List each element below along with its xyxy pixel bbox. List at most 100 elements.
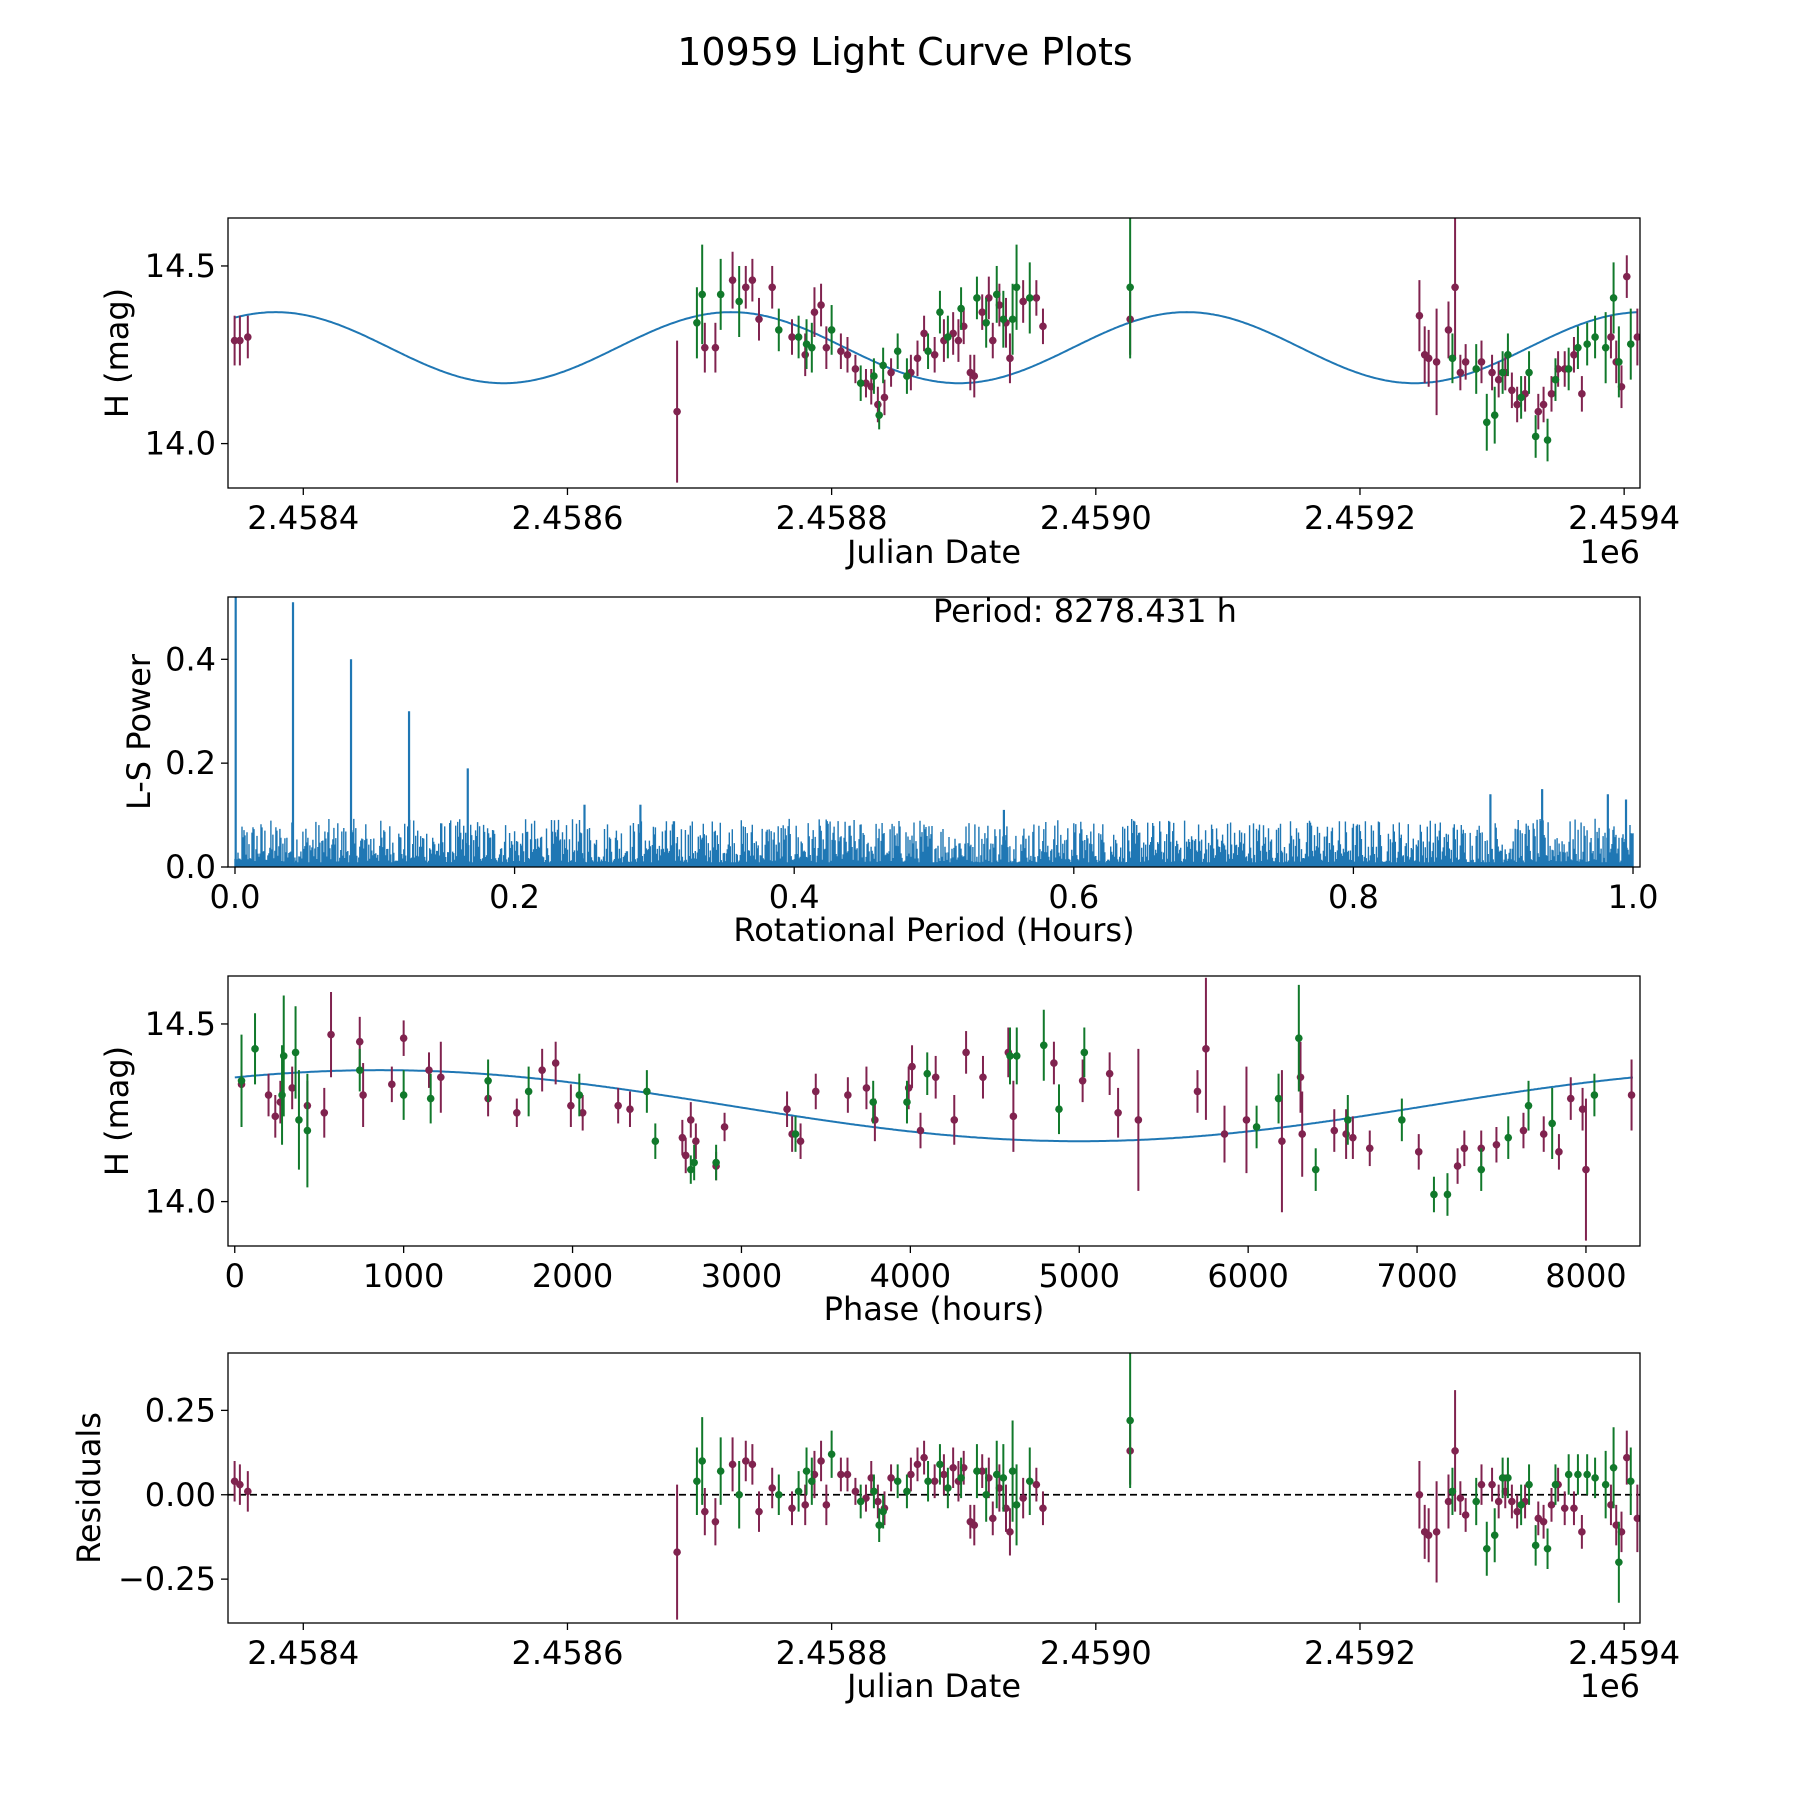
lightcurve-red-point: [1456, 368, 1465, 377]
periodogram-xlabel: Rotational Period (Hours): [733, 911, 1134, 949]
lightcurve-green-point: [1591, 333, 1599, 341]
lightcurve-green-point: [1472, 365, 1481, 373]
lightcurve-frame: [227, 217, 1641, 489]
periodogram-power-spectrum: [234, 818, 1634, 867]
phased-green-point: [1295, 1034, 1303, 1042]
residuals-green-point: [973, 1467, 981, 1475]
residuals-red-point: [837, 1470, 845, 1479]
residuals-red-point: [748, 1460, 757, 1469]
residuals-red-point: [1432, 1528, 1441, 1536]
lightcurve-green-point: [794, 333, 803, 341]
phased-red-point: [916, 1126, 925, 1135]
phased-red-point: [796, 1137, 805, 1145]
residuals-green-point: [903, 1487, 911, 1496]
residuals-red-point: [1019, 1494, 1027, 1502]
residuals-red-point: [1006, 1528, 1014, 1536]
phased-red-point: [327, 1030, 335, 1039]
lightcurve-green-point: [716, 290, 725, 299]
lightcurve-green-point: [875, 411, 883, 419]
phased-red-point: [862, 1084, 871, 1092]
phased-green-point: [1055, 1105, 1063, 1114]
lightcurve-green-point: [1012, 283, 1021, 292]
phased-red-point: [1050, 1059, 1058, 1067]
phased-green-point: [1430, 1190, 1438, 1199]
residuals-green-point: [1543, 1544, 1552, 1553]
lightcurve-green-point: [944, 333, 952, 341]
lightcurve-green-point: [957, 304, 965, 313]
phased-red-point: [962, 1048, 970, 1057]
lightcurve-red-point: [1461, 358, 1470, 366]
lightcurve-red-point: [1534, 407, 1543, 416]
lightcurve-red-point: [1607, 333, 1615, 341]
lightcurve-red-point: [1032, 294, 1041, 302]
lightcurve-green-point: [1564, 365, 1573, 373]
lightcurve-green-point: [1609, 294, 1618, 302]
phased-xtick-label: 1000: [363, 1257, 444, 1295]
phased-red-point: [686, 1116, 695, 1124]
lightcurve-red-point: [1578, 390, 1586, 398]
lightcurve-red-point: [874, 400, 882, 409]
lightcurve-red-point: [920, 329, 928, 338]
lightcurve-green-point: [1025, 294, 1034, 302]
phased-green-point: [1012, 1052, 1021, 1060]
lightcurve-red-point: [817, 301, 825, 309]
lightcurve-red-point: [1539, 400, 1548, 409]
phased-green-point: [903, 1098, 911, 1106]
panel-phased: 0 1000 2000 3000 4000 5000 6000 7000 8000 14.0 14.…: [98, 975, 1641, 1328]
phased-xtick-label: 0: [225, 1257, 245, 1295]
lightcurve-offset-label: 1e6: [1580, 533, 1640, 571]
lightcurve-green-point: [903, 372, 911, 380]
residuals-green-point: [1601, 1480, 1610, 1489]
lightcurve-red-point: [1006, 354, 1014, 363]
phased-red-point: [1242, 1116, 1251, 1124]
lightcurve-green-point: [1498, 368, 1507, 377]
lightcurve-xtick-label: 2.4592: [1304, 499, 1416, 537]
lightcurve-green-point: [827, 326, 836, 334]
phased-red-point: [1492, 1140, 1501, 1149]
residuals-red-point: [236, 1480, 244, 1489]
lightcurve-red-point: [1508, 386, 1516, 395]
phased-red-point: [1220, 1130, 1229, 1138]
residuals-red-point: [978, 1467, 987, 1475]
phased-red-point: [1193, 1087, 1202, 1096]
lightcurve-red-point: [1622, 272, 1631, 281]
lightcurve-red-point: [880, 393, 889, 402]
phased-red-point: [567, 1101, 575, 1110]
residuals-red-point: [970, 1521, 979, 1529]
lightcurve-red-point: [1488, 368, 1496, 377]
periodogram-ytick-label: 0.4: [165, 640, 216, 678]
phased-xlabel: Phase (hours): [824, 1290, 1045, 1328]
phased-green-point: [251, 1045, 259, 1053]
residuals-green-point: [774, 1490, 783, 1499]
phased-xtick-label: 6000: [1207, 1257, 1288, 1295]
phased-green-point: [1274, 1094, 1283, 1103]
periodogram-xtick-label: 0.8: [1328, 878, 1379, 916]
residuals-red-point: [1513, 1507, 1521, 1516]
lightcurve-green-point: [924, 347, 932, 356]
phased-green-point: [651, 1137, 660, 1145]
residuals-green-point: [1008, 1467, 1017, 1475]
lightcurve-red-point: [230, 336, 239, 345]
lightcurve-xlabel: Julian Date: [845, 533, 1021, 571]
residuals-green-point: [856, 1497, 865, 1506]
residuals-red-point: [1508, 1497, 1516, 1506]
figure-title: 10959 Light Curve Plots: [677, 30, 1132, 74]
residuals-red-point: [874, 1497, 882, 1506]
lightcurve-red-point: [236, 336, 244, 345]
phased-red-point: [931, 1073, 940, 1082]
residuals-ytick-label: −0.25: [118, 1560, 216, 1598]
lightcurve-red-point: [741, 283, 750, 292]
periodogram-xtick-label: 0.0: [210, 878, 261, 916]
residuals-red-point: [1547, 1501, 1556, 1509]
phased-green-point: [1006, 1052, 1014, 1060]
lightcurve-xtick-label: 2.4590: [1040, 499, 1152, 537]
lightcurve-ticks: 2.4584 2.4586 2.4588 2.4590 2.4592 2.4594 14.0…: [145, 247, 1680, 537]
lightcurve-red-point: [1451, 283, 1459, 292]
lightcurve-green-point: [992, 290, 1001, 299]
phased-green-point: [1443, 1190, 1452, 1199]
phased-red-point: [1330, 1126, 1339, 1135]
lightcurve-red-point: [1415, 311, 1424, 320]
residuals-green-point: [1025, 1477, 1034, 1486]
phased-green-point: [1548, 1119, 1556, 1128]
residuals-green-point: [1498, 1474, 1507, 1482]
